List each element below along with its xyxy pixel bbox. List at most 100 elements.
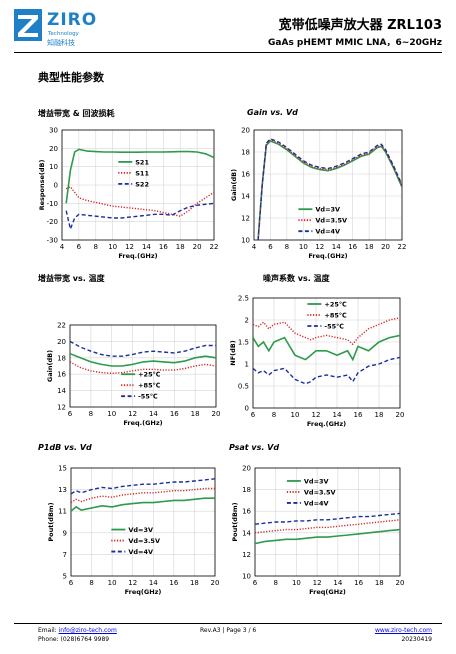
y-tick-label: 1 bbox=[245, 361, 249, 369]
brand-sub-en: Technology bbox=[48, 31, 79, 37]
x-tick-label: 4 bbox=[60, 243, 65, 251]
y-tick-label: 10 bbox=[49, 163, 58, 171]
header-rule bbox=[14, 52, 442, 53]
plot-frame bbox=[70, 467, 216, 577]
chart-title-3: 增益带宽 vs. 温度 bbox=[38, 274, 105, 283]
footer-website-row: www.ziro-tech.com bbox=[375, 627, 432, 634]
y-axis-label: Gain(dB) bbox=[230, 169, 238, 201]
x-tick-label: 6 bbox=[77, 243, 82, 251]
y-tick-label: 22 bbox=[57, 322, 66, 330]
x-tick-label: 8 bbox=[94, 243, 98, 251]
plot-frame bbox=[252, 297, 401, 409]
y-tick-label: 20 bbox=[242, 465, 251, 473]
x-tick-label: 16 bbox=[169, 579, 178, 587]
x-tick-label: 6 bbox=[68, 410, 73, 418]
y-tick-label: 12 bbox=[242, 551, 251, 559]
x-axis-label: Freq.(GHz) bbox=[123, 419, 162, 427]
x-axis-label: Freq(GHz) bbox=[309, 588, 346, 596]
series-line-1 bbox=[71, 497, 215, 512]
x-tick-label: 16 bbox=[354, 411, 363, 419]
x-tick-label: 18 bbox=[365, 243, 374, 251]
series-line-1 bbox=[253, 334, 400, 362]
y-tick-label: 5 bbox=[63, 573, 67, 581]
legend-label: Vd=4V bbox=[315, 228, 340, 236]
y-axis-label: Pout(dBm) bbox=[231, 502, 239, 541]
x-tick-label: 18 bbox=[375, 579, 384, 587]
y-tick-label: 14 bbox=[241, 193, 250, 201]
x-tick-label: 8 bbox=[273, 579, 277, 587]
y-tick-label: 16 bbox=[57, 371, 66, 379]
y-tick-label: 2 bbox=[245, 317, 249, 325]
footer-phone: Phone: (028)6764 9989 bbox=[38, 636, 110, 643]
chart-title-4: 噪声系数 vs. 温度 bbox=[263, 274, 330, 283]
y-tick-label: -10 bbox=[47, 200, 58, 208]
x-tick-label: 6 bbox=[253, 579, 258, 587]
footer-email-link[interactable]: info@ziro-tech.com bbox=[58, 627, 117, 634]
y-axis-label: Response(dB) bbox=[38, 160, 46, 211]
series-line-3 bbox=[253, 356, 400, 385]
series-line-2 bbox=[257, 139, 402, 240]
x-tick-label: 12 bbox=[313, 579, 322, 587]
x-tick-label: 10 bbox=[291, 411, 300, 419]
y-tick-label: 7 bbox=[63, 551, 67, 559]
y-tick-label: 20 bbox=[241, 127, 250, 135]
brand-sub-cn: 知融科技 bbox=[47, 39, 75, 47]
plot-frame bbox=[254, 467, 401, 577]
y-tick-label: 18 bbox=[57, 354, 66, 362]
x-tick-label: 6 bbox=[251, 411, 256, 419]
footer-rev: Rev.A3 | Page 3 / 6 bbox=[200, 627, 257, 634]
legend-label: Vd=4V bbox=[128, 548, 153, 556]
y-tick-label: -30 bbox=[47, 237, 58, 245]
x-tick-label: 12 bbox=[128, 579, 137, 587]
series-line-3 bbox=[65, 202, 214, 232]
y-tick-label: 14 bbox=[242, 529, 251, 537]
chart-title-5: P1dB vs. Vd bbox=[38, 443, 92, 452]
legend-label: +25℃ bbox=[324, 301, 346, 309]
y-tick-label: 12 bbox=[57, 404, 66, 412]
document-subtitle: GaAs pHEMT MMIC LNA，6~20GHz bbox=[268, 38, 442, 48]
x-axis-label: Freq.(GHz) bbox=[307, 420, 346, 428]
legend-label: +25℃ bbox=[138, 371, 160, 379]
y-tick-label: 13 bbox=[58, 486, 67, 494]
legend-label: +85℃ bbox=[138, 382, 160, 390]
legend-label: Vd=3V bbox=[315, 206, 340, 214]
series-line-1 bbox=[70, 352, 216, 367]
section-title: 典型性能参数 bbox=[38, 71, 104, 84]
x-tick-label: 20 bbox=[193, 243, 202, 251]
series-line-2 bbox=[255, 519, 400, 534]
series-line-1 bbox=[257, 140, 402, 240]
document-title: 宽带低噪声放大器 ZRL103 bbox=[278, 18, 442, 33]
y-tick-label: -20 bbox=[47, 218, 58, 226]
y-tick-label: 2.5 bbox=[238, 295, 249, 303]
y-axis-label: Pout(dBm) bbox=[47, 502, 55, 541]
y-axis-label: NF(dB) bbox=[229, 340, 237, 365]
y-tick-label: 18 bbox=[242, 486, 251, 494]
chart-title-2: Gain vs. Vd bbox=[247, 108, 298, 117]
x-tick-label: 10 bbox=[108, 579, 117, 587]
footer-email-row: Email: info@ziro-tech.com bbox=[38, 627, 117, 634]
x-axis-label: Freq(GHz) bbox=[125, 588, 162, 596]
x-tick-label: 18 bbox=[190, 579, 199, 587]
legend-label: Vd=3.5V bbox=[315, 217, 347, 225]
x-tick-label: 10 bbox=[108, 243, 117, 251]
plot-frame bbox=[253, 129, 403, 241]
x-tick-label: 8 bbox=[272, 411, 276, 419]
legend-label: S21 bbox=[135, 158, 149, 166]
plot-frame bbox=[69, 324, 217, 408]
x-tick-label: 20 bbox=[212, 410, 221, 418]
x-tick-label: 4 bbox=[252, 243, 257, 251]
legend-label: Vd=3V bbox=[128, 526, 153, 534]
y-tick-label: 30 bbox=[49, 127, 58, 135]
footer-rule bbox=[14, 623, 442, 624]
x-tick-label: 8 bbox=[89, 410, 93, 418]
footer-website-link[interactable]: www.ziro-tech.com bbox=[374, 627, 432, 634]
footer-date: 20230419 bbox=[401, 636, 432, 643]
y-tick-label: 20 bbox=[57, 338, 66, 346]
legend-label: +85℃ bbox=[324, 312, 346, 320]
series-line-2 bbox=[70, 361, 216, 375]
x-tick-label: 14 bbox=[333, 411, 342, 419]
legend-label: -55℃ bbox=[138, 393, 158, 401]
x-tick-label: 14 bbox=[332, 243, 341, 251]
